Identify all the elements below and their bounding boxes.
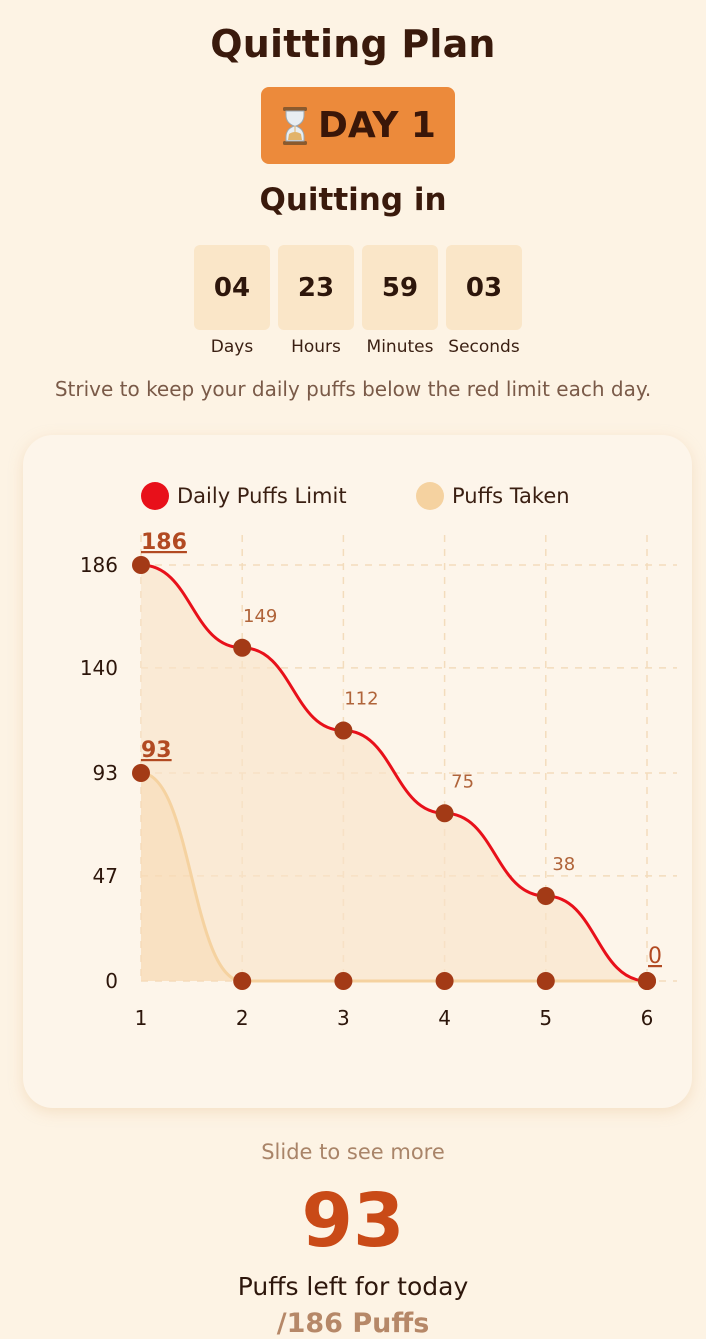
chart-legend: Daily Puffs Limit Puffs Taken [23,478,692,518]
x-tick-label: 4 [438,1006,451,1030]
taken-area [141,773,647,981]
x-tick-label: 5 [539,1006,552,1030]
legend-dot-limit [141,482,169,510]
x-tick-label: 3 [337,1006,350,1030]
instruction-text: Strive to keep your daily puffs below th… [54,377,652,401]
limit-point [132,556,150,574]
limit-value-label: 75 [451,771,474,792]
y-tick-label: 47 [93,864,118,888]
countdown-hours-value: 23 [278,245,354,330]
puffs-left-value: 93 [301,1178,405,1264]
legend-label-limit: Daily Puffs Limit [177,484,347,508]
limit-point [233,638,252,657]
page-title: Quitting Plan [210,22,496,66]
y-tick-label: 140 [80,656,118,680]
countdown-days-label: Days [210,337,254,357]
taken-point [536,972,555,990]
countdown-title: Quitting in [259,182,447,218]
limit-point [638,972,656,990]
countdown-seconds: 03 Seconds [446,245,522,357]
legend-dot-taken [416,482,444,510]
limit-point [435,804,454,823]
limit-value-label: 186 [141,530,187,555]
limit-value-label: 112 [344,689,378,710]
hourglass-icon [283,106,308,145]
taken-value-label: 93 [141,738,172,763]
countdown-minutes: 59 Minutes [362,245,438,357]
countdown-seconds-value: 03 [446,245,522,330]
taken-point [435,972,454,990]
countdown-hours: 23 Hours [278,245,354,357]
x-tick-label: 2 [236,1006,249,1030]
limit-point [536,887,555,906]
taken-point [334,972,353,990]
puffs-left-label: Puffs left for today [237,1272,469,1301]
slide-hint: Slide to see more [261,1140,445,1164]
countdown-minutes-label: Minutes [366,337,434,357]
day-label: DAY 1 [318,105,436,146]
limit-value-label: 38 [552,854,575,875]
legend-item-limit[interactable]: Daily Puffs Limit [141,482,347,510]
taken-point [233,972,252,990]
countdown-minutes-value: 59 [362,245,438,330]
taken-point [132,764,150,782]
countdown-timer: 04 Days 23 Hours 59 Minutes 03 Seconds [194,245,522,357]
countdown-seconds-label: Seconds [448,337,520,357]
limit-point [334,721,353,740]
y-tick-label: 93 [93,761,118,785]
x-tick-label: 6 [641,1006,654,1030]
legend-label-taken: Puffs Taken [452,484,570,508]
x-tick-label: 1 [135,1006,148,1030]
legend-item-taken[interactable]: Puffs Taken [416,482,570,510]
countdown-hours-label: Hours [291,337,341,357]
limit-value-label: 0 [648,944,662,969]
countdown-days: 04 Days [194,245,270,357]
day-badge: DAY 1 [261,87,455,164]
y-tick-label: 186 [80,553,118,577]
y-tick-label: 0 [105,969,118,993]
puffs-total: /186 Puffs [276,1308,430,1339]
limit-line [140,563,648,983]
limit-value-label: 149 [243,606,277,627]
countdown-days-value: 04 [194,245,270,330]
